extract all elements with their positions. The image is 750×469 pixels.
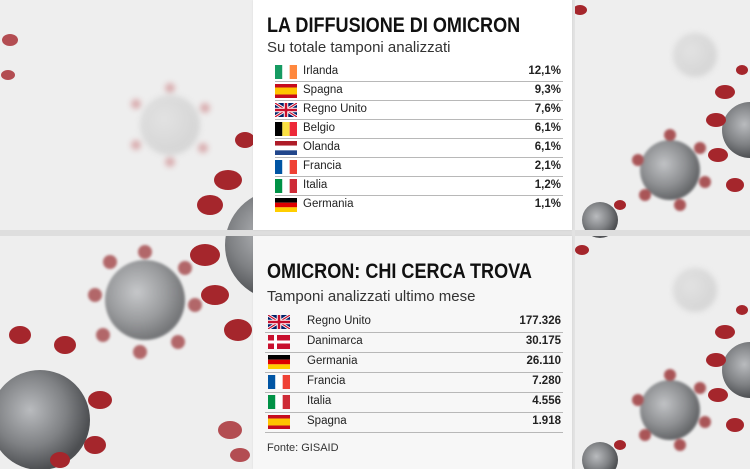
country-name: Olanda (303, 141, 340, 153)
table-row: Spagna 1.918 (265, 413, 563, 433)
table-row: Irlanda 12,1% (275, 63, 563, 82)
country-value: 1,2% (535, 179, 561, 191)
country-name: Danimarca (307, 335, 363, 347)
country-value: 12,1% (528, 65, 561, 77)
flag-ireland-icon (275, 65, 297, 79)
country-value: 2,1% (535, 160, 561, 172)
panel-omicron-tests: OMICRON: CHI CERCA TROVA Tamponi analizz… (253, 236, 572, 469)
panel1-title: LA DIFFUSIONE DI OMICRON (267, 14, 520, 38)
panel1-subtitle: Su totale tamponi analizzati (267, 39, 450, 56)
flag-germany-icon (275, 198, 297, 212)
country-value: 1,1% (535, 198, 561, 210)
country-name: Spagna (303, 84, 343, 96)
country-value: 4.556 (532, 395, 561, 407)
country-value: 7,6% (535, 103, 561, 115)
table-row: Danimarca 30.175 (265, 333, 563, 353)
country-name: Germania (303, 198, 354, 210)
table-row: Spagna 9,3% (275, 82, 563, 101)
country-name: Francia (303, 160, 341, 172)
country-name: Regno Unito (303, 103, 367, 115)
table-row: Italia 1,2% (275, 177, 563, 196)
country-name: Regno Unito (307, 315, 371, 327)
panel2-subtitle: Tamponi analizzati ultimo mese (267, 288, 475, 305)
flag-france-icon (268, 375, 290, 389)
country-value: 7.280 (532, 375, 561, 387)
table-row: Francia 7.280 (265, 373, 563, 393)
country-name: Spagna (307, 415, 347, 427)
table-row: Belgio 6,1% (275, 120, 563, 139)
country-value: 30.175 (526, 335, 561, 347)
country-value: 177.326 (519, 315, 561, 327)
flag-denmark-icon (268, 335, 290, 349)
country-name: Germania (307, 355, 358, 367)
country-name: Francia (307, 375, 345, 387)
country-value: 26.110 (526, 355, 561, 367)
country-name: Belgio (303, 122, 335, 134)
country-value: 9,3% (535, 84, 561, 96)
country-name: Italia (307, 395, 331, 407)
table-row: Regno Unito 177.326 (265, 313, 563, 333)
flag-netherlands-icon (275, 141, 297, 155)
table-row: Regno Unito 7,6% (275, 101, 563, 120)
table-row: Germania 1,1% (275, 196, 563, 214)
country-name: Italia (303, 179, 327, 191)
flag-italy-icon (275, 179, 297, 193)
source-caption: Fonte: GISAID (267, 442, 339, 454)
flag-germany-icon (268, 355, 290, 369)
table-row: Italia 4.556 (265, 393, 563, 413)
flag-france-icon (275, 160, 297, 174)
country-value: 6,1% (535, 141, 561, 153)
flag-uk-icon (275, 103, 297, 117)
flag-italy-icon (268, 395, 290, 409)
table-row: Germania 26.110 (265, 353, 563, 373)
table-row: Olanda 6,1% (275, 139, 563, 158)
table-row: Francia 2,1% (275, 158, 563, 177)
country-name: Irlanda (303, 65, 338, 77)
panel2-title: OMICRON: CHI CERCA TROVA (267, 260, 532, 284)
flag-spain-icon (268, 415, 290, 429)
country-value: 1.918 (532, 415, 561, 427)
flag-uk-icon (268, 315, 290, 329)
panel-omicron-diffusion: LA DIFFUSIONE DI OMICRON Su totale tampo… (253, 0, 572, 230)
flag-belgium-icon (275, 122, 297, 136)
country-value: 6,1% (535, 122, 561, 134)
flag-spain-icon (275, 84, 297, 98)
